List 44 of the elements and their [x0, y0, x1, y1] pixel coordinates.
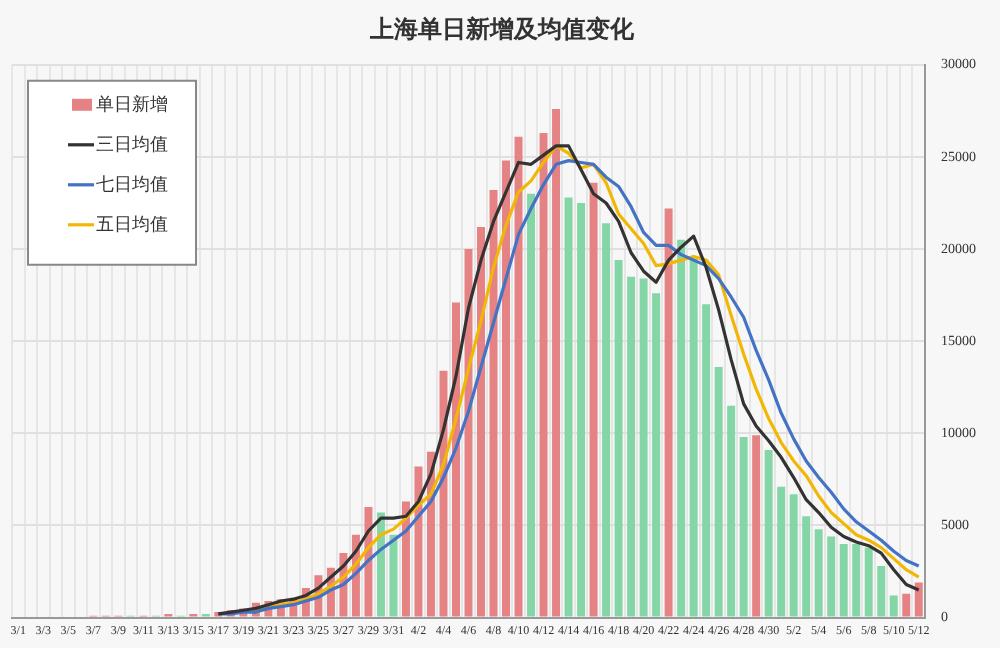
bar — [889, 595, 898, 617]
bar — [477, 226, 485, 617]
bar — [752, 435, 761, 617]
bar — [802, 516, 811, 617]
bar — [627, 276, 636, 617]
bar — [639, 278, 648, 617]
bar — [514, 136, 523, 617]
bar — [414, 466, 423, 617]
bar — [902, 593, 911, 617]
bar — [702, 304, 711, 617]
legend-label: 三日均值 — [96, 133, 168, 154]
bar — [502, 160, 511, 617]
bar — [827, 536, 836, 617]
bar — [727, 405, 736, 617]
legend-label: 七日均值 — [96, 173, 168, 194]
bar — [652, 293, 661, 617]
bar — [814, 529, 823, 617]
bar — [839, 543, 848, 617]
bar — [527, 193, 536, 617]
bar — [602, 223, 611, 617]
bar — [401, 501, 410, 617]
bar — [714, 367, 723, 617]
legend-label: 五日均值 — [96, 213, 168, 234]
bar — [489, 190, 498, 617]
bar — [577, 203, 586, 617]
bar — [777, 486, 786, 617]
bar — [552, 109, 561, 617]
bar — [914, 582, 923, 617]
bar — [852, 543, 861, 617]
bar — [564, 197, 573, 617]
legend-label: 单日新增 — [96, 93, 168, 114]
bar — [677, 239, 686, 617]
bar — [877, 566, 886, 617]
bar — [589, 182, 598, 617]
bar — [789, 494, 798, 617]
bar — [664, 208, 673, 617]
bar — [389, 534, 398, 617]
bar — [539, 132, 548, 617]
bar — [764, 449, 773, 617]
bar — [864, 547, 873, 617]
bar — [739, 437, 748, 617]
bar — [614, 260, 623, 617]
chart-title: 上海单日新增及均值变化 — [368, 14, 636, 43]
bar — [689, 258, 698, 617]
